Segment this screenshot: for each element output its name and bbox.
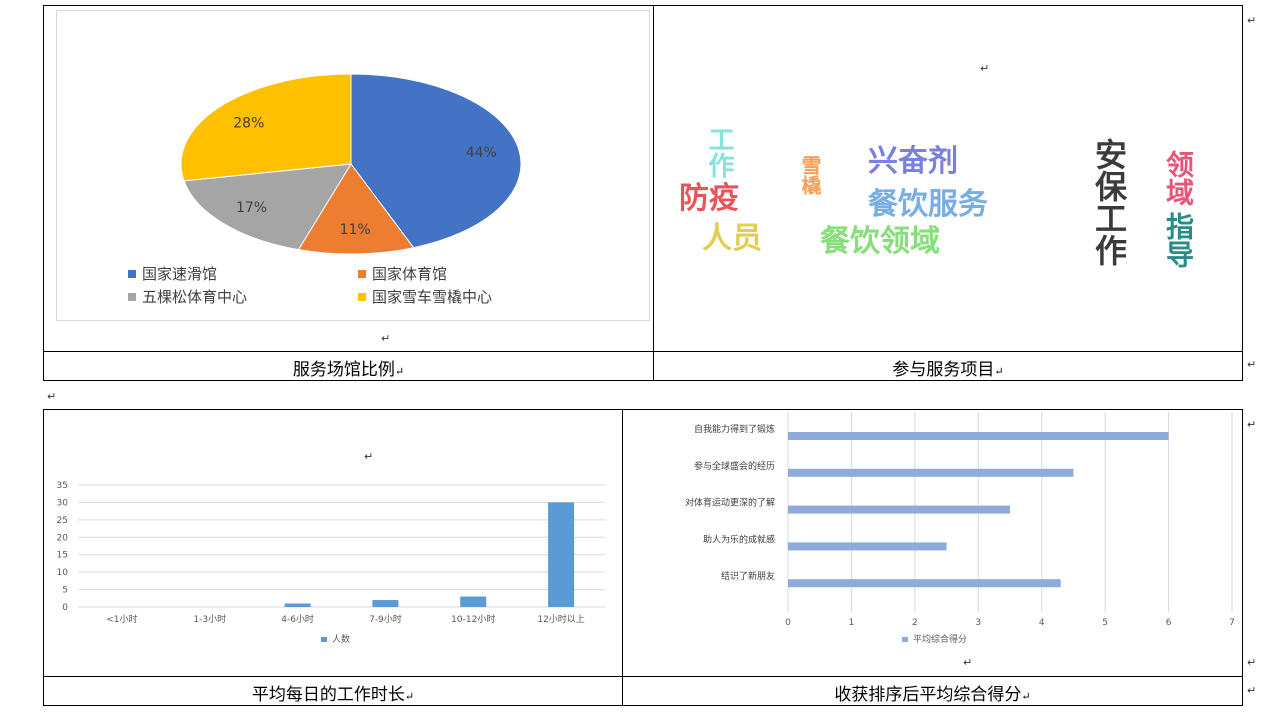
x-tick-label: 4-6小时: [281, 613, 314, 625]
legend-swatch: [128, 293, 136, 301]
legend-label: 国家速滑馆: [142, 265, 217, 283]
pie-data-label: 17%: [236, 200, 267, 216]
x-tick-label: 7: [1229, 618, 1235, 628]
x-tick-label: 1: [849, 618, 855, 628]
x-tick-label: 7-9小时: [369, 613, 402, 625]
y-tick-label: 10: [57, 568, 69, 578]
x-tick-label: <1小时: [106, 613, 137, 625]
paragraph-mark: ↵: [1247, 418, 1257, 431]
pie-chart-area: [56, 10, 650, 321]
legend-label: 人数: [332, 633, 350, 645]
legend-label: 国家体育馆: [372, 265, 447, 283]
bar: [548, 502, 575, 607]
table1-caption-cell-2: [653, 351, 1243, 381]
y-tick-label: 15: [57, 551, 68, 561]
pie-data-label: 28%: [233, 116, 264, 132]
y-tick-label: 25: [57, 516, 68, 526]
y-tick-label: 30: [57, 498, 69, 508]
bar: [372, 600, 399, 607]
x-tick-label: 2: [912, 618, 918, 628]
legend-swatch: [902, 637, 908, 642]
x-tick-label: 3: [975, 618, 981, 628]
word-cloud-word: 指导: [1162, 212, 1195, 268]
x-tick-label: 5: [1102, 618, 1108, 628]
y-tick-label: 20: [57, 533, 69, 543]
bar: [788, 579, 1061, 588]
pie-slice: [350, 73, 522, 249]
legend-swatch: [128, 270, 136, 278]
paragraph-mark: ↵: [1247, 656, 1257, 669]
pie-slice: [183, 163, 352, 251]
word-cloud-word: 工作: [704, 126, 734, 178]
bar: [788, 505, 1010, 514]
paragraph-mark: ↵: [47, 390, 57, 403]
word-cloud-word: 人员: [702, 221, 762, 256]
y-tick-label: 0: [62, 603, 68, 613]
pie-data-label: 44%: [466, 145, 497, 161]
paragraph-mark: ↵: [1247, 358, 1257, 371]
bar: [460, 596, 487, 607]
caption-venue-ratio: 服务场馆比例↵: [292, 360, 405, 380]
x-tick-label: 4: [1039, 618, 1045, 628]
bar: [788, 432, 1169, 440]
y-tick-label: 参与全球盛会的经历: [694, 460, 775, 472]
word-cloud-word: 安保工作: [1090, 138, 1128, 266]
word-cloud-word: 兴奋剂: [868, 144, 958, 179]
paragraph-mark: ↵: [364, 450, 374, 463]
word-cloud-word: 餐饮领域: [820, 224, 940, 259]
bar: [788, 468, 1074, 477]
paragraph-mark: ↵: [963, 656, 973, 669]
legend-label: 五棵松体育中心: [142, 288, 247, 306]
pie-slice: [297, 163, 415, 255]
word-cloud-word: 餐饮服务: [868, 187, 988, 222]
x-tick-label: 1-3小时: [193, 613, 226, 625]
pie-data-label: 11%: [340, 222, 371, 238]
caption-service-items: 参与服务项目↵: [892, 360, 1004, 380]
paragraph-mark: ↵: [1247, 14, 1257, 27]
y-tick-label: 对体育运动更深的了解: [685, 497, 775, 509]
legend-label: 国家雪车雪橇中心: [372, 288, 492, 306]
x-tick-label: 12小时以上: [537, 613, 584, 625]
paragraph-mark: ↵: [381, 332, 391, 345]
legend-swatch: [358, 293, 366, 301]
paragraph-mark: ↵: [1247, 684, 1257, 697]
legend-swatch: [321, 637, 327, 642]
bar: [284, 603, 311, 607]
legend-label: 平均综合得分: [913, 633, 967, 645]
y-tick-label: 自我能力得到了锻炼: [694, 423, 775, 435]
legend-swatch: [358, 270, 366, 278]
y-tick-label: 35: [57, 481, 68, 491]
x-tick-label: 6: [1166, 618, 1172, 628]
y-tick-label: 5: [62, 586, 68, 596]
word-cloud-word: 领域: [1162, 150, 1195, 206]
caption-gain-score: 收获排序后平均综合得分↵: [834, 685, 1031, 705]
pie-slice: [180, 73, 352, 182]
table2-caption-cell-2: [622, 676, 1243, 706]
caption-daily-hours: 平均每日的工作时长↵: [251, 685, 415, 705]
y-tick-label: 助人为乐的成就感: [703, 533, 775, 545]
paragraph-mark: ↵: [980, 62, 990, 75]
bar: [788, 542, 947, 551]
word-cloud-word: 防疫: [679, 181, 739, 216]
x-tick-label: 10-12小时: [451, 613, 495, 625]
y-tick-label: 结识了新朋友: [721, 570, 775, 582]
x-tick-label: 0: [785, 618, 791, 628]
word-cloud-word: 雪橇: [798, 155, 822, 195]
